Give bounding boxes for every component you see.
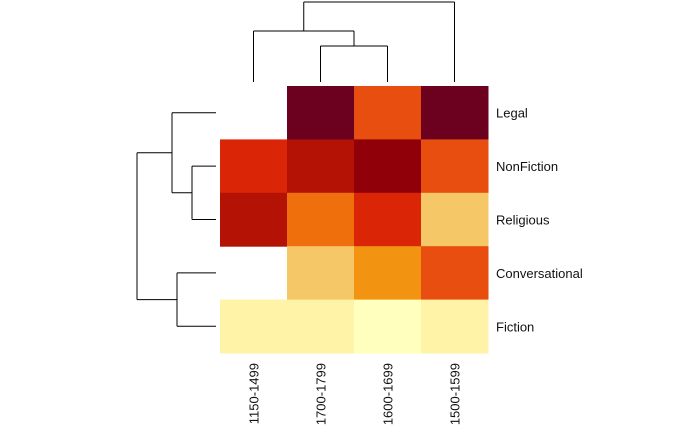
heatmap-cell-nonfiction-1150-1499 <box>220 139 288 194</box>
heatmap-cell-legal-1700-1799 <box>287 86 355 140</box>
heatmap-cell-nonfiction-1500-1599 <box>421 139 489 194</box>
column-label-1150-1499: 1150-1499 <box>247 363 262 424</box>
row-label-legal: Legal <box>496 106 528 121</box>
column-label-1600-1699: 1600-1699 <box>381 363 396 425</box>
row-label-fiction: Fiction <box>496 319 534 334</box>
heatmap-cell-fiction-1700-1799 <box>287 299 355 354</box>
heatmap-cell-legal-1600-1699 <box>354 86 422 140</box>
heatmap-cell-religious-1600-1699 <box>354 192 422 247</box>
row-label-conversational: Conversational <box>496 266 583 281</box>
heatmap-cell-religious-1500-1599 <box>421 192 489 247</box>
heatmap-cells <box>220 86 489 354</box>
heatmap-cell-fiction-1500-1599 <box>421 299 489 354</box>
heatmap-cell-nonfiction-1600-1699 <box>354 139 422 194</box>
column-labels: 1150-1499 1700-1799 1600-1699 1500-1599 <box>247 363 463 425</box>
heatmap-cell-conversational-1500-1599 <box>421 246 489 301</box>
heatmap-cell-nonfiction-1700-1799 <box>287 139 355 194</box>
heatmap-cell-fiction-1600-1699 <box>354 299 422 354</box>
heatmap-cell-religious-1700-1799 <box>287 192 355 247</box>
row-label-nonfiction: NonFiction <box>496 159 558 174</box>
column-label-1500-1599: 1500-1599 <box>448 363 463 425</box>
row-label-religious: Religious <box>496 213 550 228</box>
heatmap-cell-fiction-1150-1499 <box>220 299 288 354</box>
column-label-1700-1799: 1700-1799 <box>314 363 329 425</box>
heatmap-cell-conversational-1700-1799 <box>287 246 355 301</box>
heatmap-cell-religious-1150-1499 <box>220 192 288 247</box>
column-dendrogram <box>253 1 455 82</box>
heatmap-cell-conversational-1600-1699 <box>354 246 422 301</box>
row-labels: Legal NonFiction Religious Conversational Fi… <box>496 106 583 335</box>
heatmap-cell-legal-1500-1599 <box>421 86 489 140</box>
row-dendrogram <box>136 112 216 327</box>
